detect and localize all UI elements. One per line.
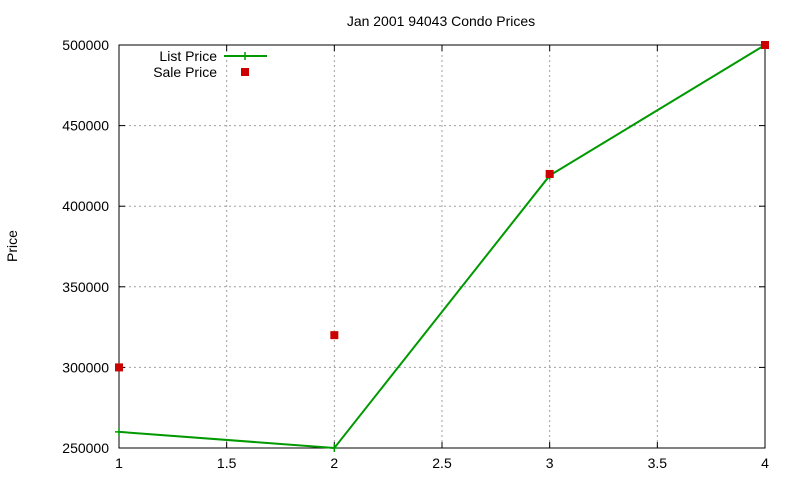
series [115, 41, 769, 452]
grid [119, 45, 765, 448]
data-point [115, 427, 123, 436]
ticks: 1 1.5 2 2.5 3 3.5 4 250000 300000 350000 400000 450… [62, 37, 769, 471]
y-axis-label: Price [4, 230, 20, 262]
x-tick-label: 1 [115, 455, 123, 471]
x-tick-label: 1.5 [217, 455, 237, 471]
data-point [330, 444, 339, 452]
chart-title: Jan 2001 94043 Condo Prices [347, 13, 535, 29]
x-tick-label: 3 [546, 455, 554, 471]
y-tick-label: 450000 [62, 118, 109, 134]
legend-label: Sale Price [153, 64, 217, 80]
y-tick-label: 300000 [62, 359, 109, 375]
y-tick-label: 250000 [62, 440, 109, 456]
data-point [330, 331, 339, 340]
y-tick-label: 350000 [62, 279, 109, 295]
data-point [761, 41, 769, 49]
y-tick-label: 500000 [62, 37, 109, 53]
x-tick-label: 4 [761, 455, 769, 471]
legend-marker [241, 52, 249, 60]
x-tick-label: 3.5 [648, 455, 668, 471]
data-point [115, 363, 123, 372]
x-tick-label: 2 [330, 455, 338, 471]
series-2 [115, 41, 769, 372]
legend-label: List Price [159, 48, 217, 64]
series-line [118, 44, 766, 450]
x-tick-label: 2.5 [432, 455, 452, 471]
y-tick-label: 400000 [62, 198, 109, 214]
legend-marker [241, 68, 249, 76]
data-point [545, 169, 554, 178]
